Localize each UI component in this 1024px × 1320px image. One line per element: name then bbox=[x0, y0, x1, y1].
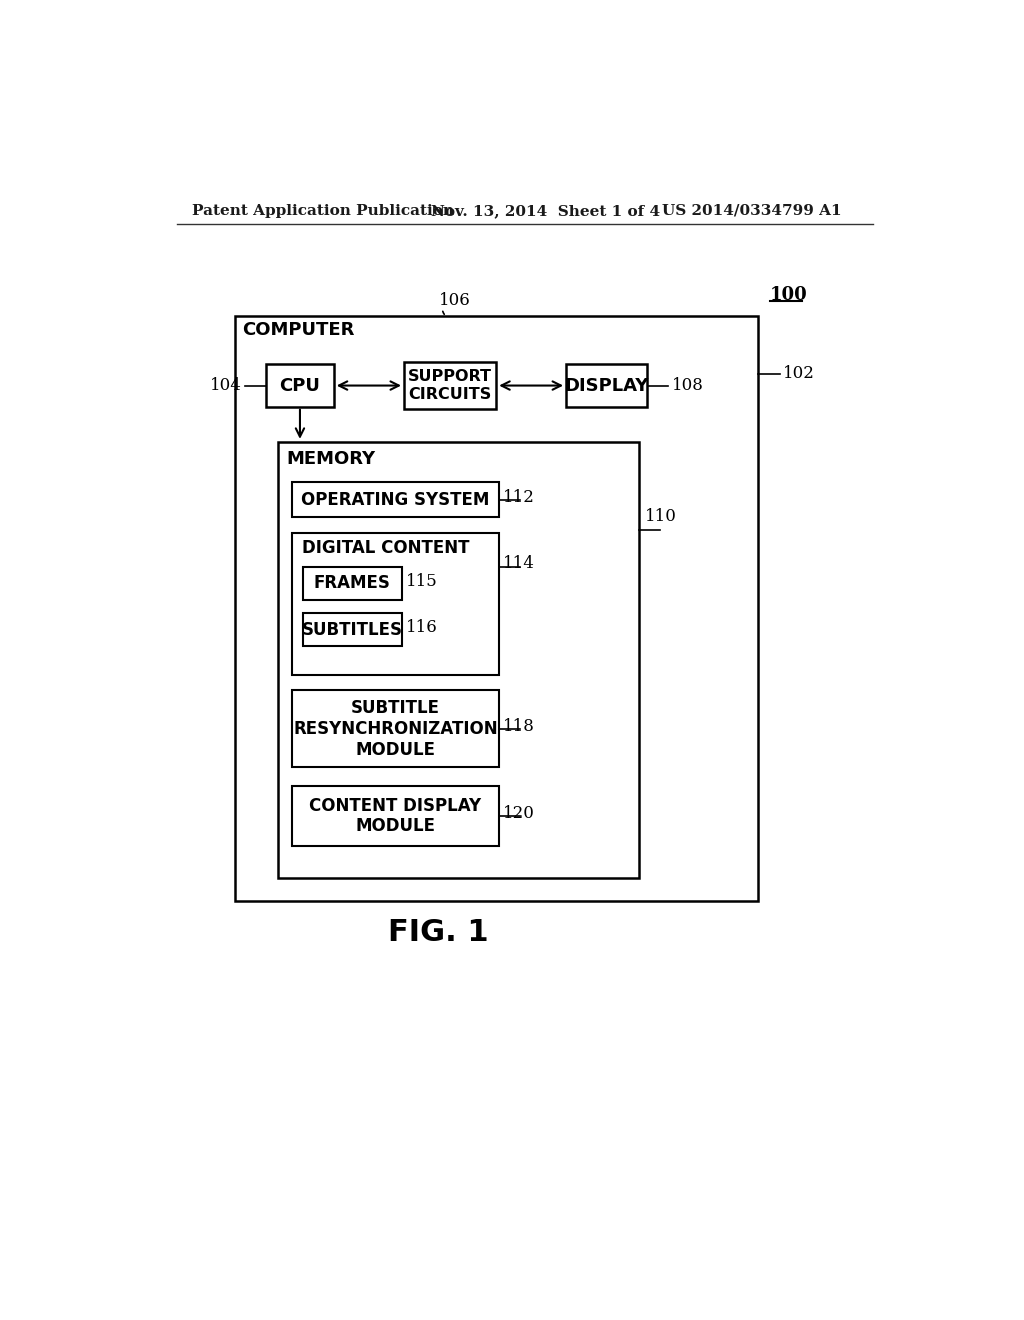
Text: Patent Application Publication: Patent Application Publication bbox=[193, 203, 455, 218]
Text: 106: 106 bbox=[438, 292, 470, 309]
Text: 102: 102 bbox=[782, 366, 815, 383]
Bar bbox=[303, 568, 401, 599]
Text: SUBTITLE
RESYNCHRONIZATION
MODULE: SUBTITLE RESYNCHRONIZATION MODULE bbox=[293, 700, 498, 759]
Text: OPERATING SYSTEM: OPERATING SYSTEM bbox=[301, 491, 489, 508]
Text: 108: 108 bbox=[672, 378, 703, 395]
Text: 100: 100 bbox=[770, 286, 807, 305]
Text: Nov. 13, 2014  Sheet 1 of 4: Nov. 13, 2014 Sheet 1 of 4 bbox=[431, 203, 660, 218]
Text: FRAMES: FRAMES bbox=[314, 574, 391, 593]
Text: MEMORY: MEMORY bbox=[286, 450, 375, 467]
Text: COMPUTER: COMPUTER bbox=[243, 321, 354, 339]
Text: DISPLAY: DISPLAY bbox=[564, 376, 648, 395]
Text: 116: 116 bbox=[406, 619, 437, 636]
Text: 114: 114 bbox=[503, 554, 535, 572]
Bar bbox=[279, 442, 639, 878]
Text: SUBTITLES: SUBTITLES bbox=[302, 620, 402, 639]
Bar bbox=[292, 482, 499, 517]
Text: DIGITAL CONTENT: DIGITAL CONTENT bbox=[301, 539, 469, 557]
Text: 110: 110 bbox=[645, 508, 677, 525]
Text: FIG. 1: FIG. 1 bbox=[388, 917, 488, 946]
Bar bbox=[566, 364, 647, 407]
Bar bbox=[303, 614, 401, 645]
Text: SUPPORT
CIRCUITS: SUPPORT CIRCUITS bbox=[409, 370, 493, 401]
Bar bbox=[292, 785, 499, 846]
Bar bbox=[266, 364, 334, 407]
Text: 115: 115 bbox=[406, 573, 437, 590]
Text: 112: 112 bbox=[503, 488, 535, 506]
Text: CONTENT DISPLAY
MODULE: CONTENT DISPLAY MODULE bbox=[309, 796, 481, 836]
Text: 118: 118 bbox=[503, 718, 535, 735]
Text: CPU: CPU bbox=[280, 376, 321, 395]
Bar bbox=[234, 317, 758, 902]
Text: 120: 120 bbox=[503, 805, 535, 822]
Bar bbox=[403, 362, 497, 409]
Bar bbox=[292, 533, 499, 675]
Text: 104: 104 bbox=[210, 378, 242, 395]
Bar bbox=[292, 690, 499, 767]
Text: US 2014/0334799 A1: US 2014/0334799 A1 bbox=[662, 203, 842, 218]
